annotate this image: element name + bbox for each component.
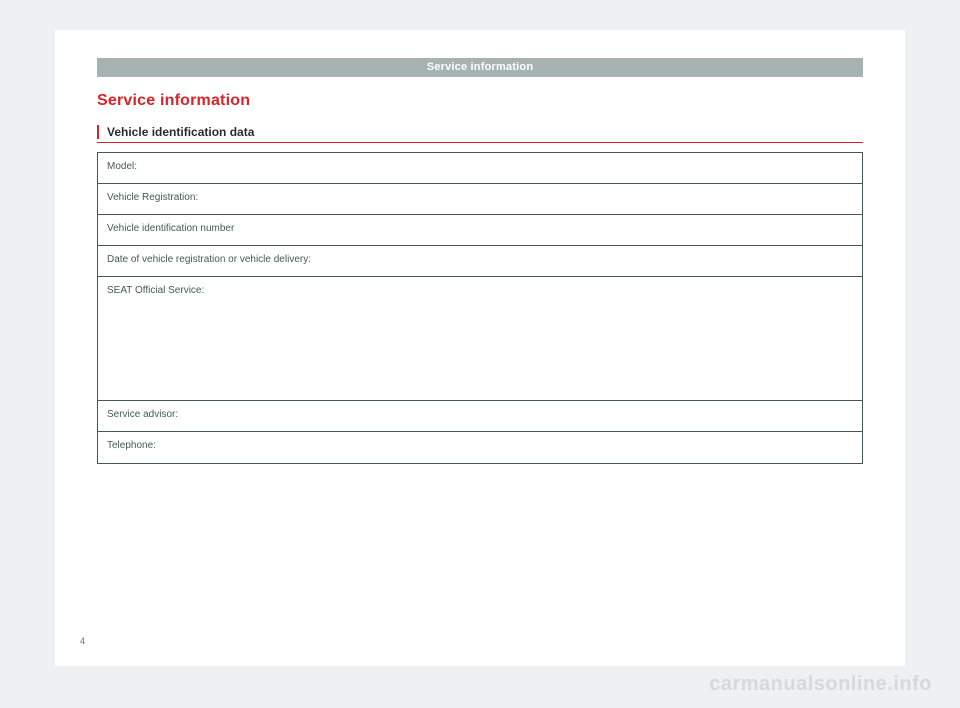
section-header: Vehicle identification data [97, 125, 863, 143]
header-title: Service information [427, 61, 534, 73]
header-bar: Service information [97, 58, 863, 77]
section-rule [97, 142, 863, 143]
document-page: Service information Service information … [55, 30, 905, 666]
row-label: Service advisor: [107, 409, 178, 420]
table-row: Service advisor: [98, 401, 862, 432]
table-row: Vehicle Registration: [98, 184, 862, 215]
section-label: Vehicle identification data [107, 125, 254, 139]
vehicle-id-table: Model: Vehicle Registration: Vehicle ide… [97, 152, 863, 464]
table-row: Model: [98, 153, 862, 184]
row-label: Vehicle identification number [107, 223, 234, 234]
row-label: Date of vehicle registration or vehicle … [107, 254, 311, 265]
table-row: SEAT Official Service: [98, 277, 862, 401]
watermark: carmanualsonline.info [709, 673, 932, 696]
page-title: Service information [97, 92, 250, 110]
row-label: Telephone: [107, 440, 156, 451]
table-row: Vehicle identification number [98, 215, 862, 246]
row-label: SEAT Official Service: [107, 285, 204, 296]
row-label: Vehicle Registration: [107, 192, 198, 203]
section-accent-mark [97, 125, 99, 139]
table-row: Telephone: [98, 432, 862, 463]
row-label: Model: [107, 161, 137, 172]
table-row: Date of vehicle registration or vehicle … [98, 246, 862, 277]
page-number: 4 [80, 636, 85, 646]
